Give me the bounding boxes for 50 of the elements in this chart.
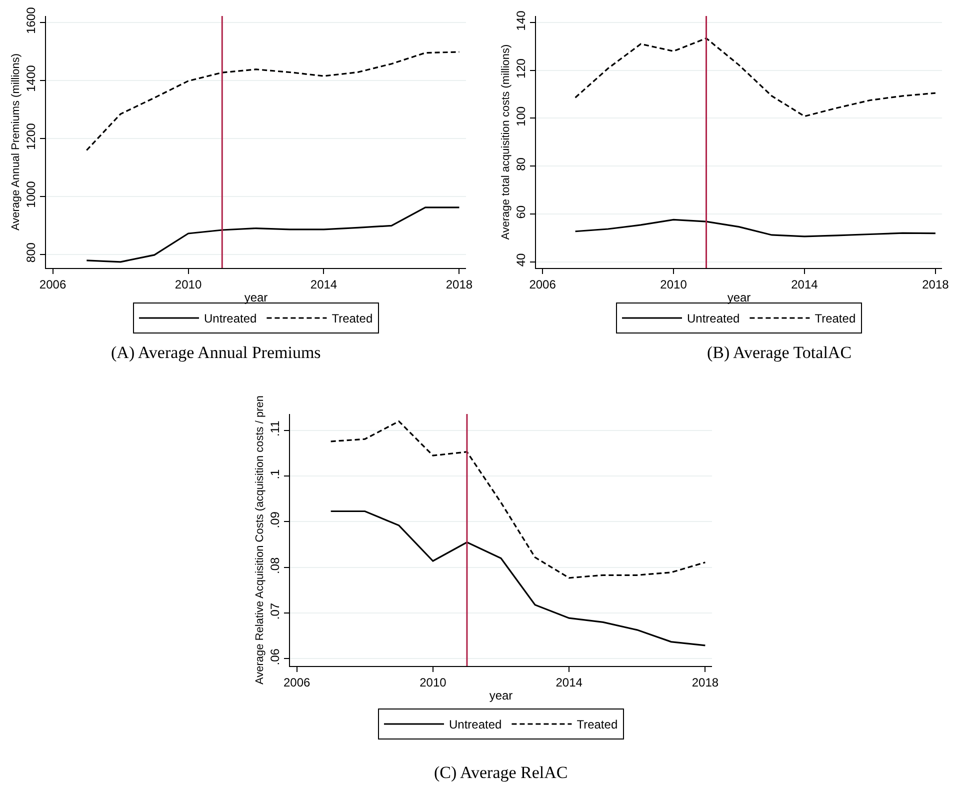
x-tick-label: 2006 [39, 277, 66, 292]
y-axis-title: Average total acquisition costs (millions) [500, 44, 512, 240]
x-axis-title: year [244, 290, 268, 304]
y-axis-title: Average Annual Premiums (millions) [10, 53, 22, 231]
x-axis-title: year [489, 688, 513, 702]
legend-label: Treated [814, 312, 856, 326]
line-series [574, 37, 936, 118]
x-tick-label: 2014 [310, 277, 338, 292]
x-axis-title: year [727, 290, 751, 304]
y-tick-label: 140 [514, 10, 528, 31]
x-tick-label: 2014 [791, 277, 818, 292]
x-tick-label: 2014 [556, 675, 583, 690]
line-series [86, 51, 460, 152]
x-tick-label: 2018 [692, 675, 719, 690]
line-series [330, 420, 706, 579]
x-tick-label: 2006 [529, 277, 556, 292]
x-tick-label: 2010 [660, 277, 688, 292]
y-tick-label: .11 [268, 420, 282, 437]
y-tick-label: .08 [268, 556, 282, 574]
y-tick-label: 1200 [24, 122, 38, 150]
y-tick-label: .07 [268, 602, 282, 620]
y-tick-label: .1 [268, 468, 282, 480]
y-tick-label: 1400 [24, 64, 38, 92]
legend-label: Treated [332, 312, 373, 326]
y-tick-label: 800 [24, 242, 38, 263]
legend-label: Untreated [449, 718, 502, 732]
text: (C) Average RelAC [434, 763, 568, 782]
y-tick-label: 100 [514, 106, 528, 126]
y-tick-label: .09 [268, 511, 282, 528]
x-tick-label: 2010 [174, 277, 202, 292]
line-series [330, 510, 706, 646]
line-series [574, 218, 936, 238]
x-tick-label: 2018 [922, 277, 950, 292]
y-tick-label: 120 [514, 58, 528, 79]
legend-label: Untreated [204, 312, 257, 326]
y-tick-label: .06 [268, 648, 282, 666]
text: (A) Average Annual Premiums [111, 343, 321, 362]
text: (B) Average TotalAC [707, 343, 852, 362]
y-tick-label: 1600 [24, 6, 38, 34]
y-tick-label: 60 [514, 205, 528, 219]
line-series [86, 206, 460, 263]
x-tick-label: 2010 [420, 675, 447, 690]
y-tick-label: 80 [514, 157, 528, 171]
y-tick-label: 1000 [24, 180, 38, 208]
x-tick-label: 2006 [283, 675, 310, 690]
text: Treated [576, 718, 618, 732]
y-axis-title: Average Relative Acquisition Costs (acquisition costs / pren [254, 396, 266, 684]
legend-label: Untreated [687, 312, 740, 326]
x-tick-label: 2018 [446, 277, 473, 292]
y-tick-label: 40 [514, 252, 528, 267]
